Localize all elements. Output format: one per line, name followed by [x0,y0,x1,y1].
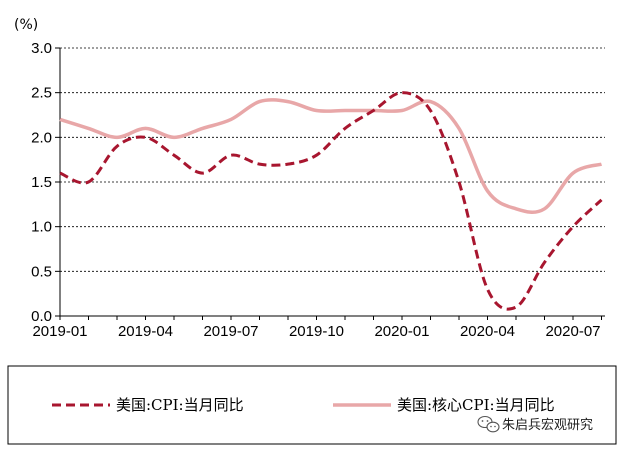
x-tick-label: 2019-04 [118,323,173,340]
series-lines [59,91,603,311]
y-tick-label: 3.0 [31,40,52,57]
x-axis: 2019-01 2019-04 2019-07 2019-10 2020-01 2020-… [32,316,602,340]
watermark: 朱启兵宏观研究 [477,415,593,433]
x-tick-label: 2020-04 [460,323,515,340]
unit-label: (%) [14,17,38,33]
grid-lines [60,47,605,272]
watermark-text: 朱启兵宏观研究 [502,418,593,433]
x-tick-label: 2019-07 [203,323,258,340]
y-tick-label: 1.5 [31,174,52,191]
wechat-icon [477,415,500,433]
x-tick-label: 2020-01 [374,323,429,340]
y-tick-label: 2.0 [31,129,52,146]
legend: 美国:CPI:当月同比 美国:核心CPI:当月同比 [52,396,555,414]
x-tick-label: 2020-07 [545,323,600,340]
y-tick-label: 1.0 [31,219,52,236]
y-tick-label: 2.5 [31,85,52,102]
y-tick-label: 0.0 [31,308,52,325]
series-line-2 [59,98,603,214]
legend-label-1: 美国:CPI:当月同比 [116,396,244,414]
x-tick-label: 2019-10 [289,323,344,340]
series-line-1 [59,91,603,311]
x-tick-label: 2019-01 [32,323,87,340]
y-axis: 0.0 0.5 1.0 1.5 2.0 2.5 3.0 [31,40,60,325]
legend-label-2: 美国:核心CPI:当月同比 [397,396,555,414]
legend-box [7,365,617,445]
y-tick-label: 0.5 [31,263,52,280]
